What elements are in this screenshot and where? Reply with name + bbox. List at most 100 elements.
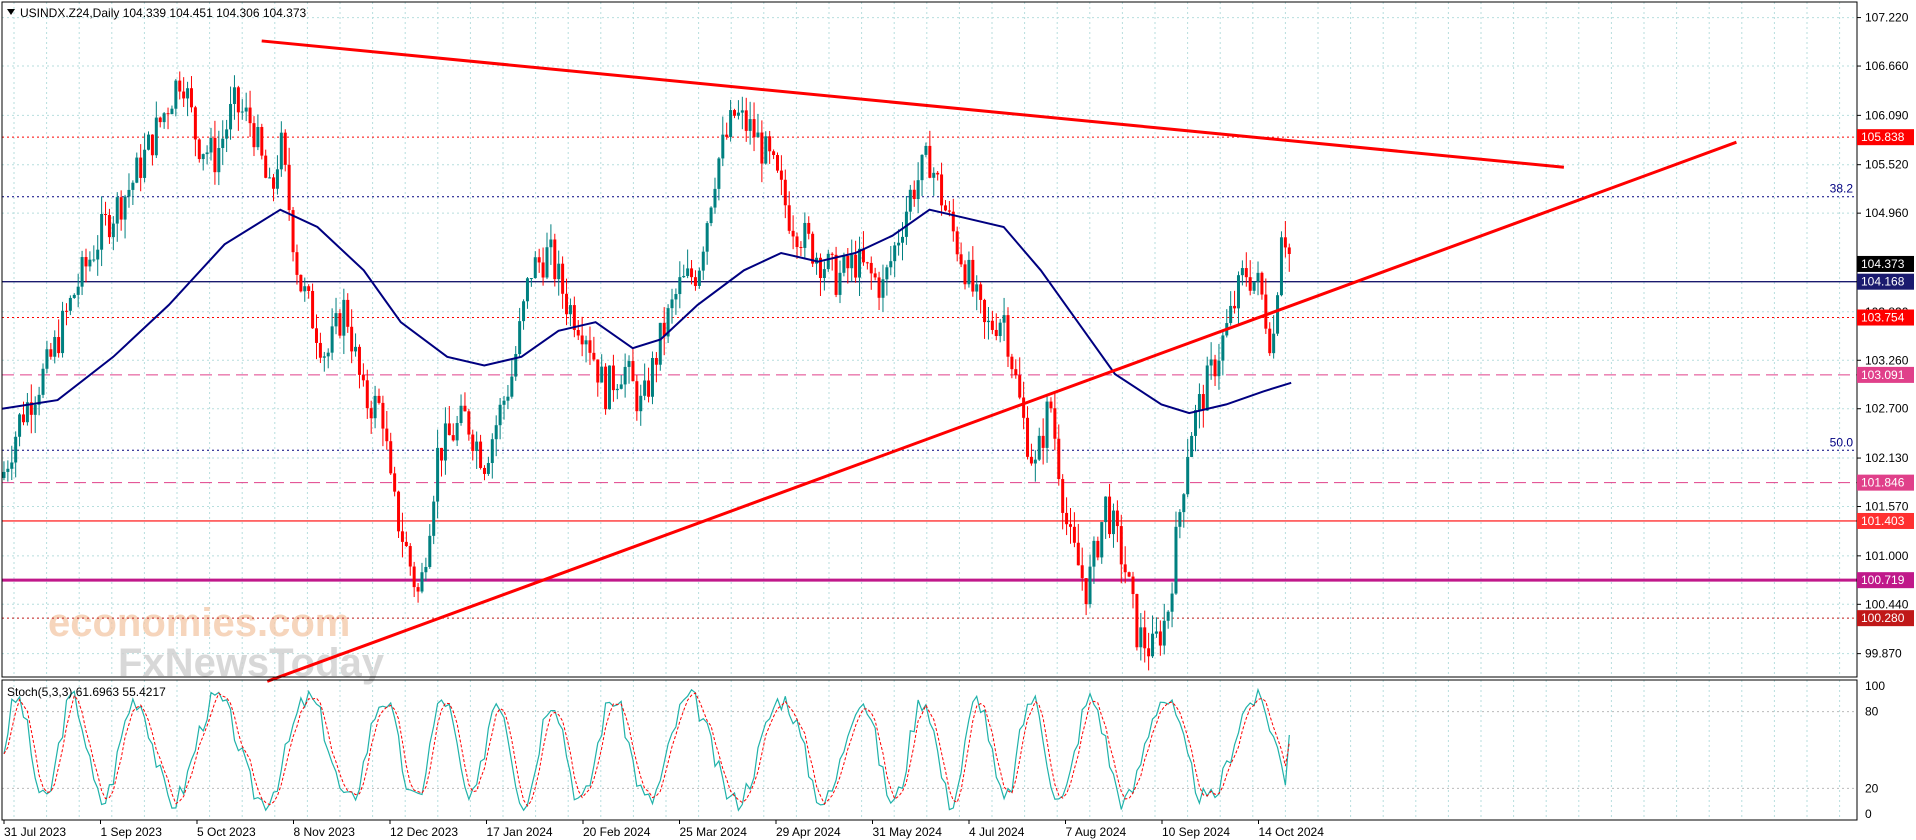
candle-body <box>451 435 455 441</box>
candle-body <box>135 157 139 183</box>
candle-body <box>346 299 350 327</box>
candle-body <box>33 404 37 415</box>
candle-body <box>518 321 522 355</box>
candle-body <box>1170 593 1174 612</box>
candle-body <box>1018 375 1022 398</box>
candle-body <box>1272 333 1276 354</box>
candle-body <box>772 151 776 156</box>
candle-body <box>889 261 893 268</box>
candle-body <box>1049 401 1053 409</box>
candle-body <box>818 257 822 278</box>
candle-body <box>143 149 147 178</box>
candle-body <box>377 395 381 403</box>
candle-body <box>1264 294 1268 329</box>
candle-body <box>1166 611 1170 621</box>
watermark: economies.com FxNewsToday <box>48 601 385 685</box>
level-badge-label: 104.373 <box>1861 257 1905 271</box>
candle-body <box>393 473 397 492</box>
candle-body <box>1115 510 1119 527</box>
candle-body <box>467 411 471 435</box>
level-badge <box>1857 572 1914 589</box>
stoch-grid <box>13 680 1841 820</box>
candle-body <box>787 205 791 231</box>
candle-body <box>951 211 955 232</box>
candle-body <box>443 423 447 461</box>
candle-body <box>522 301 526 322</box>
candle-body <box>490 439 494 464</box>
candle-body <box>1229 305 1233 324</box>
fib-level-label: 50.0 <box>1830 435 1854 449</box>
candle-body <box>80 257 84 287</box>
candle-body <box>1135 594 1139 648</box>
candle-body <box>627 361 631 367</box>
candle-body <box>947 210 951 212</box>
candle-body <box>14 436 18 463</box>
candle-body <box>1131 576 1135 595</box>
menu-triangle-icon[interactable] <box>7 9 15 15</box>
candle-body <box>365 380 369 409</box>
candle-body <box>131 182 135 190</box>
candle-body <box>213 137 217 173</box>
candle-body <box>404 541 408 547</box>
candle-body <box>1041 435 1045 448</box>
candle-body <box>420 572 424 592</box>
candle-body <box>623 366 627 385</box>
candle-body <box>877 277 881 298</box>
candle-body <box>588 340 592 353</box>
candle-body <box>822 269 826 278</box>
candle-body <box>225 129 229 139</box>
candle-body <box>1256 272 1260 282</box>
candle-body <box>959 254 963 265</box>
candle-body <box>287 164 291 211</box>
candle-body <box>893 245 897 262</box>
candle-body <box>775 155 779 171</box>
level-badge-label: 103.754 <box>1861 311 1905 325</box>
level-badge-label: 101.403 <box>1861 514 1905 528</box>
candle-body <box>607 365 611 410</box>
candle-body <box>873 273 877 278</box>
candle-body <box>1221 335 1225 361</box>
candle-body <box>57 337 61 354</box>
candle-body <box>21 414 25 423</box>
candle-body <box>869 262 873 274</box>
level-badge <box>1857 273 1914 290</box>
candle-body <box>920 154 924 181</box>
candle-body <box>881 279 885 298</box>
candle-body <box>600 366 604 383</box>
candle-body <box>68 297 72 311</box>
candle-body <box>100 213 104 250</box>
candle-body <box>709 207 713 224</box>
trendline[interactable] <box>261 39 1565 169</box>
candle-body <box>783 179 787 206</box>
candle-body <box>1092 540 1096 567</box>
time-tick-label: 4 Jul 2024 <box>969 825 1025 839</box>
candle-body <box>631 361 635 382</box>
candle-body <box>1026 417 1030 457</box>
time-tick-label: 20 Feb 2024 <box>583 825 651 839</box>
candle-body <box>1190 435 1194 457</box>
candle-body <box>932 172 936 178</box>
level-badge-label: 100.719 <box>1861 573 1905 587</box>
trendlines[interactable] <box>261 39 1737 683</box>
header: USINDX.Z24,Daily 104.339 104.451 104.306… <box>7 6 307 699</box>
candle-body <box>479 441 483 468</box>
price-tick-label: 106.660 <box>1865 59 1909 73</box>
level-badge <box>1857 129 1914 146</box>
candle-body <box>717 158 721 189</box>
candle-body <box>221 138 225 149</box>
candle-body <box>764 136 768 164</box>
candle-body <box>459 405 463 424</box>
candle-body <box>1111 510 1115 535</box>
candle-body <box>846 255 850 269</box>
candle-body <box>18 414 22 437</box>
trendline[interactable] <box>266 140 1737 683</box>
moving-average-line <box>1 208 1292 415</box>
candle-body <box>733 110 737 116</box>
candle-body <box>236 87 240 113</box>
candle-body <box>635 381 639 412</box>
candle-body <box>1010 356 1014 370</box>
level-badge-label: 104.168 <box>1861 275 1905 289</box>
candle-body <box>1100 522 1104 558</box>
candle-body <box>1209 359 1213 366</box>
